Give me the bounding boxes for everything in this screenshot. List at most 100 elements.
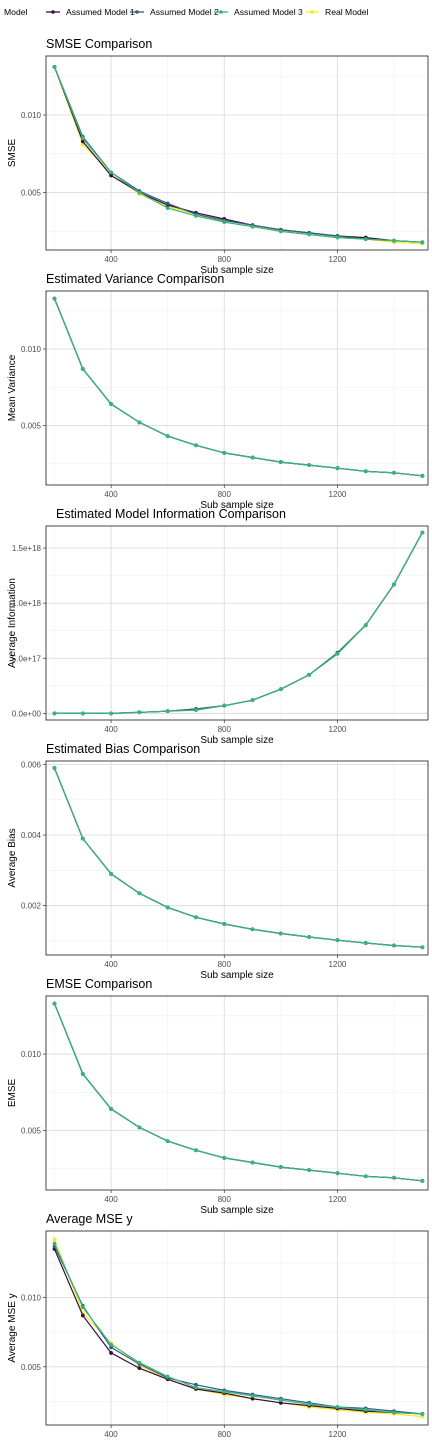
data-point — [80, 1072, 85, 1076]
series-line — [53, 298, 423, 477]
plot-background — [46, 996, 428, 1190]
legend-key-point — [135, 10, 139, 14]
y-tick-label: 0.010 — [21, 345, 42, 354]
x-tick-label: 800 — [218, 1430, 232, 1439]
data-point — [363, 1407, 368, 1412]
chart-panels: SMSE Comparison 400 800 1200 0.005 0.010 Sub s… — [7, 37, 429, 1445]
data-point — [250, 1396, 255, 1401]
plot-border — [45, 760, 429, 956]
plot-background — [46, 56, 428, 250]
chart-title: Estimated Bias Comparison — [46, 742, 200, 756]
data-point — [363, 1174, 368, 1179]
data-point — [137, 710, 142, 715]
y-tick-label: 0.010 — [21, 1050, 42, 1059]
data-point — [52, 64, 57, 69]
series-line — [53, 1243, 423, 1415]
data-point — [363, 469, 368, 474]
y-tick-label: 0.0e+00 — [12, 709, 42, 718]
data-point — [194, 915, 198, 920]
x-axis-label: Sub sample size — [200, 735, 274, 746]
data-point — [420, 1178, 425, 1183]
data-point — [109, 1342, 113, 1347]
data-point — [194, 1385, 198, 1390]
plot-background — [46, 761, 428, 955]
data-point — [335, 1171, 340, 1176]
x-tick-label: 400 — [104, 1195, 118, 1204]
plot-border — [45, 1230, 429, 1426]
data-point — [278, 460, 283, 464]
data-point — [194, 1382, 198, 1387]
data-point — [420, 240, 425, 245]
y-axis-label: Average Bias — [7, 828, 18, 887]
series-line — [54, 532, 423, 715]
data-point — [307, 1402, 312, 1407]
chart-title: Average MSE y — [46, 1212, 133, 1226]
series-line — [53, 66, 423, 243]
data-point — [194, 213, 198, 218]
y-tick-label: 0.005 — [21, 421, 42, 430]
chart-title: SMSE Comparison — [46, 37, 152, 51]
legend-key-point — [219, 10, 223, 14]
data-point — [278, 229, 283, 234]
plot-border — [45, 55, 429, 251]
series-assumed-model-3 — [52, 64, 425, 245]
data-point — [420, 945, 425, 950]
chart-title: EMSE Comparison — [46, 977, 152, 991]
x-tick-label: 400 — [104, 1430, 118, 1439]
series-assumed-model-3 — [52, 1001, 425, 1183]
x-tick-label: 800 — [218, 725, 232, 734]
chart-title: Estimated Model Information Comparison — [56, 507, 286, 521]
data-point — [278, 687, 283, 692]
chart-panel: Estimated Variance Comparison 400 800 1200 0… — [7, 272, 429, 511]
data-point — [80, 1313, 85, 1318]
y-tick-label: 0.010 — [21, 111, 42, 120]
x-tick-label: 1200 — [329, 960, 347, 969]
data-point — [307, 1168, 312, 1173]
data-point — [250, 698, 255, 703]
chart-title: Estimated Variance Comparison — [46, 272, 224, 286]
x-tick-label: 800 — [218, 490, 232, 499]
x-tick-label: 400 — [104, 960, 118, 969]
data-point — [80, 1305, 85, 1310]
x-tick-label: 400 — [104, 490, 118, 499]
y-tick-label: 0.005 — [21, 1363, 42, 1372]
data-point — [137, 1360, 142, 1365]
data-point — [420, 1414, 425, 1419]
plot-border — [45, 525, 429, 721]
data-point — [109, 1351, 113, 1355]
data-point — [222, 1156, 227, 1160]
data-point — [278, 931, 283, 936]
data-point — [109, 402, 113, 406]
chart-panel: SMSE Comparison 400 800 1200 0.005 0.010 Sub s… — [7, 37, 429, 276]
y-axis-label: SMSE — [7, 139, 18, 168]
data-point — [137, 1366, 142, 1371]
series-line — [53, 767, 423, 948]
plot-background — [46, 526, 428, 720]
legend-key-point — [310, 10, 314, 14]
data-point — [137, 891, 142, 896]
data-point — [137, 1125, 142, 1130]
data-point — [109, 1345, 113, 1350]
data-point — [307, 672, 312, 677]
data-point — [392, 1175, 396, 1180]
y-axis-label: Average MSE y — [7, 1293, 18, 1362]
data-point — [52, 1001, 57, 1006]
x-tick-label: 1200 — [329, 1195, 347, 1204]
x-tick-label: 800 — [218, 255, 232, 264]
data-point — [52, 1241, 57, 1246]
data-point — [335, 651, 340, 656]
y-tick-label: 0.005 — [21, 189, 42, 198]
series-assumed-model-3 — [52, 296, 425, 478]
data-point — [250, 224, 255, 229]
data-point — [278, 1165, 283, 1169]
data-point — [250, 1394, 255, 1398]
data-point — [420, 1412, 425, 1416]
y-tick-label: 0.010 — [21, 1294, 42, 1303]
data-point — [80, 711, 85, 716]
data-point — [392, 582, 396, 587]
data-point — [363, 941, 368, 945]
data-point — [222, 703, 227, 708]
data-point — [420, 473, 425, 478]
data-point — [80, 367, 85, 371]
data-point — [363, 237, 368, 242]
